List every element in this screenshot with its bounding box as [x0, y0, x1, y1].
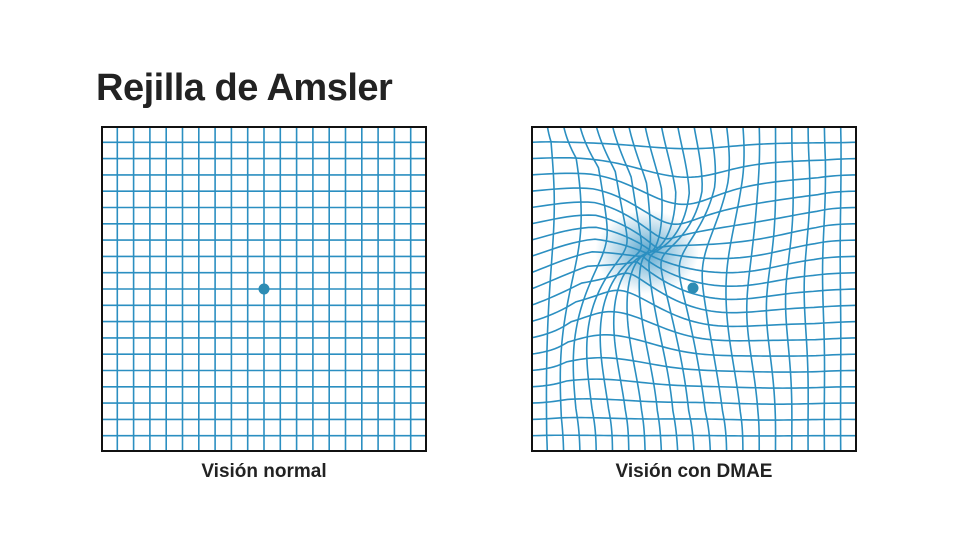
horizontal-grid-line — [531, 356, 857, 373]
horizontal-grid-line — [531, 378, 857, 389]
fixation-dot — [258, 283, 270, 295]
amsler-grid-normal — [101, 126, 427, 452]
page-title: Rejilla de Amsler — [96, 67, 393, 109]
vertical-grid-line — [839, 126, 842, 452]
vertical-grid-line — [725, 126, 745, 452]
horizontal-grid-line — [531, 261, 857, 301]
horizontal-grid-line — [531, 416, 857, 421]
horizontal-grid-line — [531, 289, 857, 328]
grid-border — [531, 126, 857, 452]
vertical-grid-line — [701, 126, 731, 452]
fixation-dot — [687, 282, 699, 294]
vertical-grid-line — [803, 126, 811, 452]
vertical-grid-line — [821, 126, 827, 452]
vertical-grid-line — [678, 126, 717, 452]
normal-vision-grid-panel — [101, 126, 427, 452]
caption-amd-vision: Visión con DMAE — [615, 461, 773, 482]
grid-lines — [101, 126, 427, 452]
vertical-grid-line — [745, 126, 761, 452]
amsler-grid-amd — [531, 126, 857, 452]
horizontal-grid-line — [531, 334, 857, 357]
vertical-grid-line — [784, 126, 794, 452]
grid-lines — [531, 126, 857, 452]
horizontal-grid-line — [531, 434, 857, 437]
horizontal-grid-line — [531, 272, 857, 314]
grid-border — [101, 126, 427, 452]
horizontal-grid-line — [531, 398, 857, 405]
amd-vision-grid-panel — [531, 126, 857, 452]
horizontal-grid-line — [531, 310, 857, 342]
caption-normal-vision: Visión normal — [201, 461, 327, 482]
vertical-grid-line — [765, 126, 777, 452]
